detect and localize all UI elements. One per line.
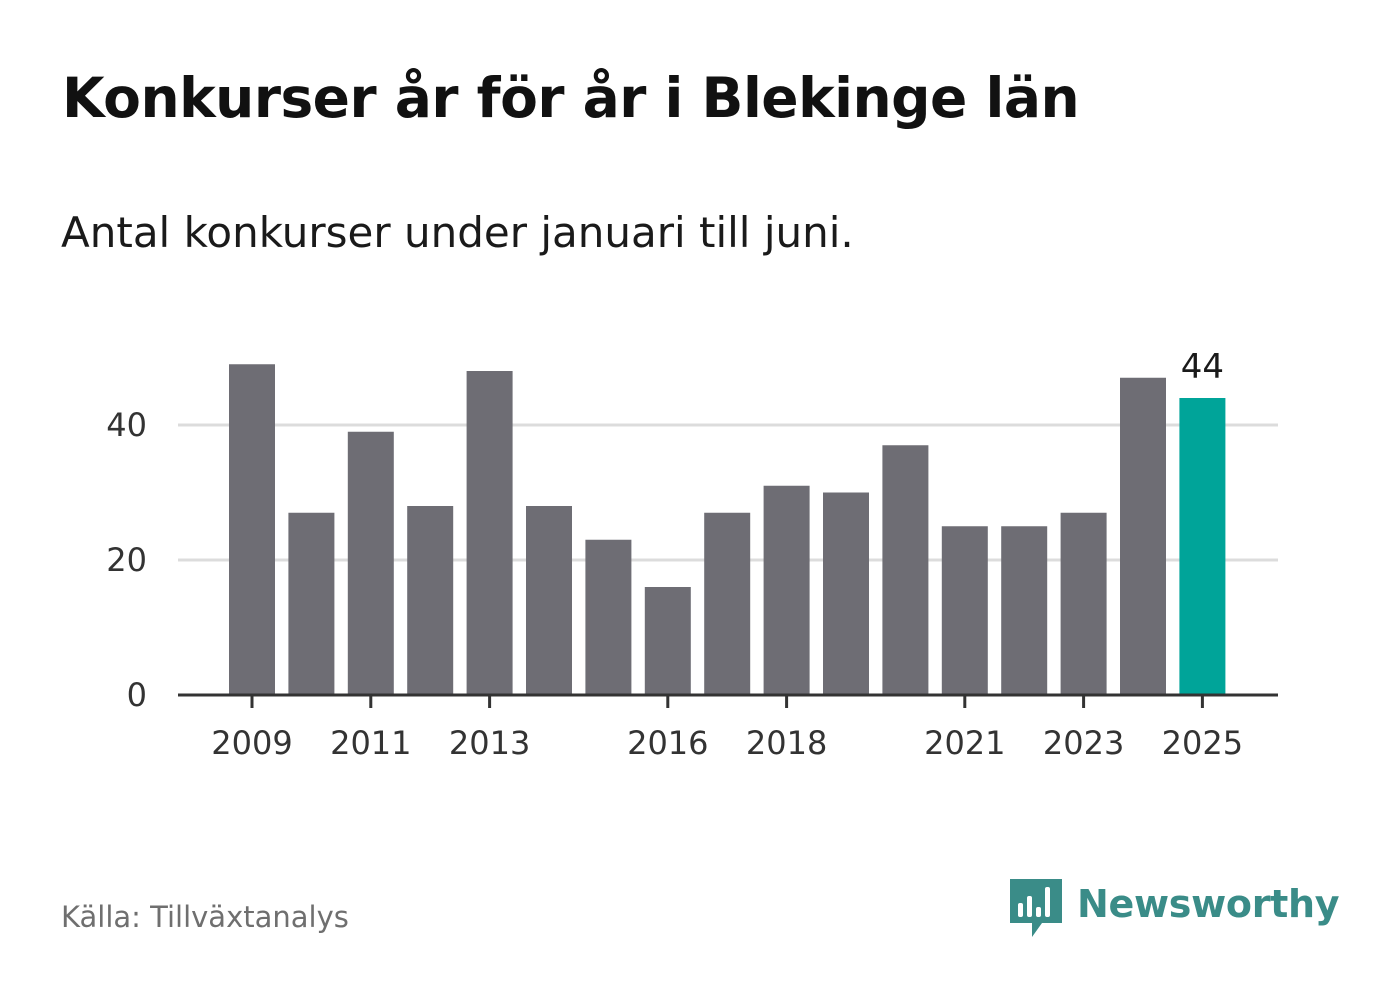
x-tick-label: 2023	[1043, 724, 1124, 762]
bar-2019	[823, 492, 869, 695]
x-tick-label: 2013	[449, 724, 530, 762]
y-tick-label: 0	[127, 676, 147, 714]
bar-2017	[704, 512, 751, 695]
x-axis-ticks: 2009 2011 2013 2016 2018 2021 2023 2025	[211, 695, 1243, 762]
y-axis-ticks: 0 20 40	[106, 406, 147, 714]
chart-subtitle: Antal konkurser under januari till juni.	[61, 208, 854, 257]
newsworthy-logo-icon	[1010, 879, 1062, 937]
chart-title: Konkurser år för år i Blekinge län	[62, 66, 1080, 130]
y-tick-label: 20	[106, 541, 147, 579]
source-note: Källa: Tillväxtanalys	[61, 900, 349, 934]
bar-2010	[288, 512, 335, 695]
bar-2014	[526, 506, 572, 695]
y-tick-label: 40	[106, 406, 147, 444]
bar-2021	[941, 526, 988, 695]
bar-2016	[644, 587, 691, 695]
x-tick-label: 2009	[211, 724, 292, 762]
bar-2018	[763, 485, 810, 695]
brand-logo: Newsworthy	[1010, 878, 1340, 942]
x-tick-label: 2021	[924, 724, 1005, 762]
bar-2020	[882, 445, 929, 695]
x-tick-label: 2025	[1162, 724, 1243, 762]
x-tick-label: 2018	[746, 724, 827, 762]
x-tick-label: 2016	[627, 724, 708, 762]
bar-2013	[466, 371, 513, 695]
bar-2012	[407, 506, 454, 695]
bar-2023	[1060, 512, 1107, 695]
bar-2011	[347, 431, 394, 695]
bar-2024	[1120, 377, 1166, 695]
bar-2025	[1179, 398, 1226, 695]
x-tick-label: 2011	[330, 724, 411, 762]
data-label-highlight: 44	[1181, 347, 1224, 387]
data-labels: 44	[1181, 347, 1224, 387]
bar-2015	[585, 539, 632, 695]
bar-2022	[1001, 526, 1048, 695]
bar-2009	[229, 364, 275, 695]
bar-chart: 0 20 40 2009 2011 2013 2016 2018 2021 2023 2025 4…	[106, 347, 1278, 762]
bars	[229, 364, 1226, 695]
brand-name: Newsworthy	[1077, 882, 1340, 926]
